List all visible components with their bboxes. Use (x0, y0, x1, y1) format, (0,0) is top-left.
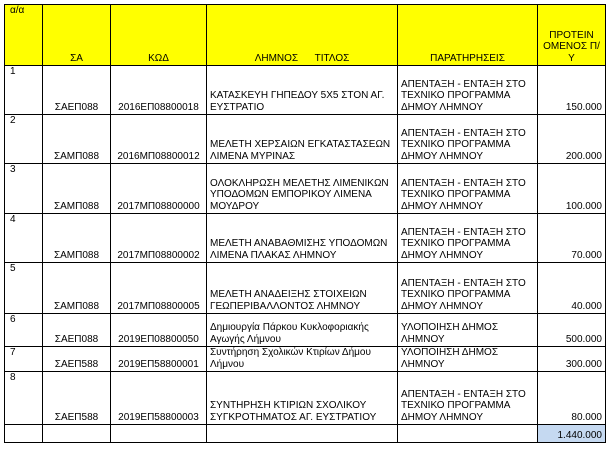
cell-budget: 70.000 (537, 213, 606, 263)
cell-budget: 150.000 (537, 65, 606, 115)
total-budget: 1.440.000 (537, 424, 606, 443)
table-row: 1 ΣΑΕΠ088 2016ΕΠ08800018 ΚΑΤΑΣΚΕΥΗ ΓΗΠΕΔΟΥ … (4, 65, 606, 115)
header-kod: ΚΩΔ (110, 4, 207, 66)
cell-sa: ΣΑΕΠ088 (42, 313, 111, 347)
table-row: 7 ΣΑΕΠ588 2019ΕΠ58800001 Συντήρηση Σχολικών… (4, 346, 606, 372)
cell-sa: ΣΑΕΠ088 (42, 65, 111, 115)
cell-sa: ΣΑΜΠ088 (42, 163, 111, 214)
cell-budget: 100.000 (537, 163, 606, 214)
cell-title: Δημιουργία Πάρκου Κυκλοφοριακής Αγωγής Λ… (206, 313, 398, 347)
cell-kod: 2017ΜΠ08800002 (110, 213, 207, 263)
table-row: 4 ΣΑΜΠ088 2017ΜΠ08800002 ΜΕΛΕΤΗ ΑΝΑΒΑΘΜΙΣΗΣ… (4, 213, 606, 263)
header-notes: ΠΑΡΑΤΗΡΗΣΕΙΣ (397, 4, 538, 66)
cell-title: Συντήρηση Σχολικών Κτιρίων Δήμου Λήμνου (206, 346, 398, 372)
cell-kod: 2019ΕΠ58800001 (110, 346, 207, 372)
cell-budget: 300.000 (537, 346, 606, 372)
cell-title: ΣΥΝΤΗΡΗΣΗ ΚΤΙΡΙΩΝ ΣΧΟΛΙΚΟΥ ΣΥΓΚΡΟΤΗΜΑΤΟΣ… (206, 371, 398, 425)
cell-notes: ΑΠΕΝΤΑΞΗ - ΕΝΤΑΞΗ ΣΤΟ ΤΕΧΝΙΚΟ ΠΡΟΓΡΑΜΜΑ … (397, 262, 538, 314)
cell-aa: 6 (4, 313, 43, 347)
table-row: 5 ΣΑΜΠ088 2017ΜΠ08800005 ΜΕΛΕΤΗ ΑΝΑΔΕΙΞΗΣ Σ… (4, 262, 606, 314)
cell-sa: ΣΑΜΠ088 (42, 213, 111, 263)
header-aa: α/α (4, 4, 43, 66)
cell-sa: ΣΑΕΠ588 (42, 346, 111, 372)
cell-budget: 500.000 (537, 313, 606, 347)
cell-sa: ΣΑΕΠ588 (42, 371, 111, 425)
cell-title: ΜΕΛΕΤΗ ΑΝΑΒΑΘΜΙΣΗΣ ΥΠΟΔΟΜΩΝ ΛΙΜΕΝΑ ΠΛΑΚΑ… (206, 213, 398, 263)
header-budget: ΠΡΟΤΕΙΝ ΟΜΕΝΟΣ Π/Υ (537, 4, 606, 66)
empty-cell (397, 424, 538, 443)
cell-notes: ΑΠΕΝΤΑΞΗ - ΕΝΤΑΞΗ ΣΤΟ ΤΕΧΝΙΚΟ ΠΡΟΓΡΑΜΜΑ … (397, 213, 538, 263)
cell-aa: 2 (4, 114, 43, 164)
cell-aa: 4 (4, 213, 43, 263)
header-title: ΛΗΜΝΟΣ ΤΙΤΛΟΣ (206, 4, 398, 66)
total-row: 1.440.000 (4, 424, 606, 443)
cell-title: ΚΑΤΑΣΚΕΥΗ ΓΗΠΕΔΟΥ 5Χ5 ΣΤΟΝ ΑΓ. ΕΥΣΤΡΑΤΙΟ (206, 65, 398, 115)
cell-notes: ΑΠΕΝΤΑΞΗ - ΕΝΤΑΞΗ ΣΤΟ ΤΕΧΝΙΚΟ ΠΡΟΓΡΑΜΜΑ … (397, 65, 538, 115)
cell-budget: 80.000 (537, 371, 606, 425)
cell-budget: 200.000 (537, 114, 606, 164)
cell-kod: 2016ΕΠ08800018 (110, 65, 207, 115)
header-sa: ΣΑ (42, 4, 111, 66)
cell-title: ΜΕΛΕΤΗ ΧΕΡΣΑΙΩΝ ΕΓΚΑΤΑΣΤΑΣΕΩΝ ΛΙΜΕΝΑ ΜΥΡ… (206, 114, 398, 164)
cell-notes: ΥΛΟΠΟΙΗΣΗ ΔΗΜΟΣ ΛΗΜΝΟΥ (397, 313, 538, 347)
cell-kod: 2016ΜΠ08800012 (110, 114, 207, 164)
cell-sa: ΣΑΜΠ088 (42, 262, 111, 314)
table-row: 6 ΣΑΕΠ088 2019ΕΠ08800050 Δημιουργία Πάρκου … (4, 313, 606, 347)
cell-kod: 2017ΜΠ08800000 (110, 163, 207, 214)
cell-aa: 5 (4, 262, 43, 314)
cell-notes: ΑΠΕΝΤΑΞΗ - ΕΝΤΑΞΗ ΣΤΟ ΤΕΧΝΙΚΟ ΠΡΟΓΡΑΜΜΑ … (397, 371, 538, 425)
cell-aa: 1 (4, 65, 43, 115)
empty-cell (4, 424, 43, 443)
cell-notes: ΥΛΟΠΟΙΗΣΗ ΔΗΜΟΣ ΛΗΜΝΟΥ (397, 346, 538, 372)
table-row: 8 ΣΑΕΠ588 2019ΕΠ58800003 ΣΥΝΤΗΡΗΣΗ ΚΤΙΡΙΩΝ … (4, 371, 606, 425)
cell-sa: ΣΑΜΠ088 (42, 114, 111, 164)
cell-title: ΜΕΛΕΤΗ ΑΝΑΔΕΙΞΗΣ ΣΤΟΙΧΕΙΩΝ ΓΕΩΠΕΡΙΒΑΛΛΟΝ… (206, 262, 398, 314)
empty-cell (110, 424, 207, 443)
cell-kod: 2019ΕΠ08800050 (110, 313, 207, 347)
table-row: 3 ΣΑΜΠ088 2017ΜΠ08800000 ΟΛΟΚΛΗΡΩΣΗ ΜΕΛΕΤΗΣ… (4, 163, 606, 214)
cell-aa: 7 (4, 346, 43, 372)
cell-notes: ΑΠΕΝΤΑΞΗ - ΕΝΤΑΞΗ ΣΤΟ ΤΕΧΝΙΚΟ ΠΡΟΓΡΑΜΜΑ … (397, 163, 538, 214)
cell-title: ΟΛΟΚΛΗΡΩΣΗ ΜΕΛΕΤΗΣ ΛΙΜΕΝΙΚΩΝ ΥΠΟΔΟΜΩΝ ΕΜ… (206, 163, 398, 214)
empty-cell (206, 424, 398, 443)
cell-notes: ΑΠΕΝΤΑΞΗ - ΕΝΤΑΞΗ ΣΤΟ ΤΕΧΝΙΚΟ ΠΡΟΓΡΑΜΜΑ … (397, 114, 538, 164)
cell-aa: 8 (4, 371, 43, 425)
cell-kod: 2019ΕΠ58800003 (110, 371, 207, 425)
empty-cell (42, 424, 111, 443)
cell-budget: 40.000 (537, 262, 606, 314)
header-row: α/α ΣΑ ΚΩΔ ΛΗΜΝΟΣ ΤΙΤΛΟΣ ΠΑΡΑΤΗΡΗΣΕΙΣ ΠΡ… (4, 4, 606, 66)
budget-table: α/α ΣΑ ΚΩΔ ΛΗΜΝΟΣ ΤΙΤΛΟΣ ΠΑΡΑΤΗΡΗΣΕΙΣ ΠΡ… (4, 4, 606, 443)
cell-kod: 2017ΜΠ08800005 (110, 262, 207, 314)
cell-aa: 3 (4, 163, 43, 214)
table-row: 2 ΣΑΜΠ088 2016ΜΠ08800012 ΜΕΛΕΤΗ ΧΕΡΣΑΙΩΝ ΕΓ… (4, 114, 606, 164)
